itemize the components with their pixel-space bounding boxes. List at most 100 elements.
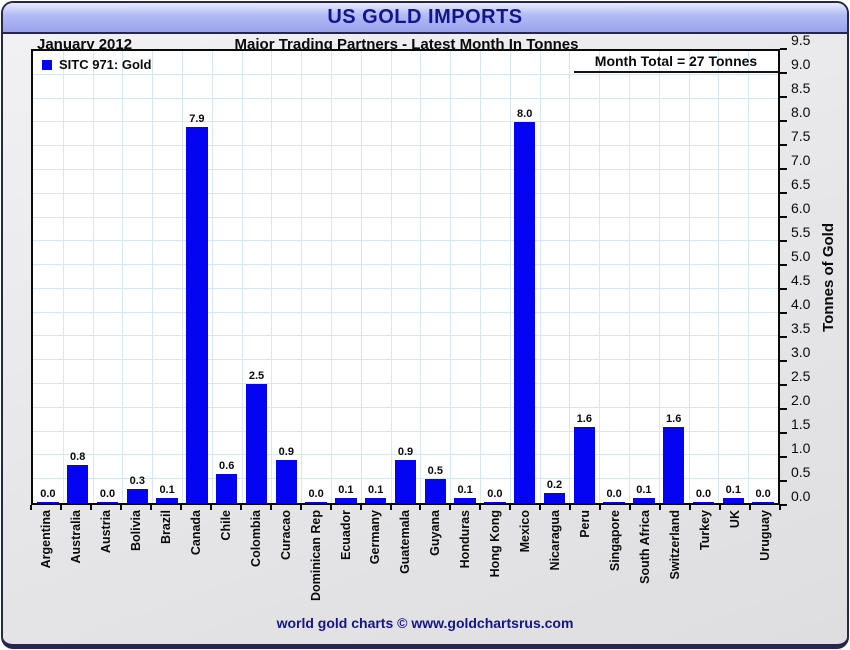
x-tick [179, 505, 182, 510]
gridline-v [599, 51, 601, 503]
bar-cell-dominican-rep: 0.0 [301, 51, 331, 503]
y-tick-label: 9.5 [791, 32, 811, 48]
gridline-h [33, 73, 778, 75]
x-tick [239, 505, 242, 510]
gridline-v [420, 51, 422, 503]
bar-value-label: 0.9 [278, 446, 294, 459]
bar-value-label: 0.8 [70, 450, 86, 463]
y-tick-label: 9.0 [791, 56, 811, 73]
x-category-label: Singapore [608, 510, 623, 572]
bar-value-label: 0.0 [40, 487, 56, 500]
y-axis-title: Tonnes of Gold [819, 222, 837, 332]
bar-value-label: 1.6 [666, 412, 682, 425]
title-bar: US GOLD IMPORTS [3, 3, 847, 34]
y-tick-label: 7.5 [791, 128, 811, 144]
x-tick [719, 505, 722, 510]
y-axis-title-wrap: Tonnes of Gold [815, 49, 841, 505]
y-tick [780, 360, 787, 362]
x-axis-ticks [30, 505, 781, 510]
x-category-label: Honduras [458, 510, 473, 569]
bar-cell-guatemala: 0.9 [391, 51, 421, 503]
bar [692, 501, 715, 503]
x-category-label: Nicaragua [548, 510, 563, 571]
gridline-v [629, 51, 630, 503]
x-category-label: Dominican Rep [308, 510, 323, 601]
x-label-cell: Guatemala [390, 510, 420, 610]
x-label-cell: Singapore [600, 510, 630, 610]
gridline-v [241, 51, 243, 503]
x-category-label: Brazil [158, 510, 173, 545]
bar-value-label: 0.0 [695, 487, 712, 500]
gridline-v [92, 51, 94, 503]
x-category-label: Mexico [518, 510, 533, 553]
month-total-annotation: Month Total = 27 Tonnes [574, 51, 778, 73]
x-category-label: South Africa [638, 510, 653, 584]
x-category-label: Curacao [278, 510, 293, 561]
gridline-h [33, 121, 778, 123]
y-tick-label: 6.0 [791, 200, 811, 216]
gridline-h [33, 264, 778, 266]
bar-cell-peru: 1.6 [569, 51, 599, 503]
bar-value-label: 0.1 [368, 484, 384, 497]
gridline-h [33, 335, 778, 337]
chart-period-label: January 2012 [37, 36, 133, 53]
x-category-label: Chile [218, 510, 233, 541]
x-tick [569, 505, 572, 510]
footer-credit: world gold charts © www.goldchartsrus.co… [276, 615, 574, 631]
gridline-h [33, 240, 778, 242]
bar-cell-hong-kong: 0.0 [480, 51, 510, 503]
y-tick-label: 4.5 [791, 272, 811, 289]
bar-value-label: 0.1 [725, 484, 741, 497]
bar-cell-chile: 0.6 [212, 51, 242, 503]
gridline-h [33, 145, 778, 147]
x-tick [659, 505, 662, 510]
x-tick [509, 505, 512, 510]
x-axis-labels: Argentina Australia Austria Bolivia Brazil Ca… [31, 510, 780, 610]
x-tick [269, 505, 272, 510]
y-tick-label: 1.5 [791, 416, 811, 432]
bar [633, 498, 655, 503]
bar [662, 426, 685, 503]
y-tick-label: 1.0 [791, 440, 811, 456]
bar-value-label: 0.0 [99, 487, 116, 500]
x-label-cell: Curacao [271, 510, 301, 610]
x-label-cell: Chile [211, 510, 241, 610]
gridline-v [360, 51, 362, 503]
x-category-label: Switzerland [667, 510, 682, 580]
y-tick [780, 336, 787, 338]
x-label-cell: Bolivia [121, 510, 151, 610]
x-tick [30, 505, 32, 510]
bar-value-label: 8.0 [517, 108, 533, 121]
bar-cell-argentina: 0.0 [33, 51, 63, 503]
x-label-cell: South Africa [630, 510, 660, 610]
gridline-v [211, 51, 213, 503]
x-category-label: Uruguay [757, 510, 772, 561]
bar-cell-south-africa: 0.1 [629, 51, 659, 503]
y-tick-label: 6.5 [791, 176, 811, 192]
y-tick [780, 72, 787, 75]
gridline-h [33, 311, 778, 313]
gridline-h [33, 359, 778, 361]
x-tick [419, 505, 422, 510]
bar-cell-ecuador: 0.1 [331, 51, 361, 503]
bar-cell-brazil: 0.1 [152, 51, 182, 503]
x-category-label: UK [727, 510, 742, 529]
bar-cell-bolivia: 0.3 [122, 51, 152, 503]
bar-cell-mexico: 8.0 [510, 51, 540, 503]
bar-value-label: 0.9 [397, 446, 414, 459]
gridline-v [480, 51, 481, 503]
y-tick-label: 5.0 [791, 248, 811, 264]
plot-area: 0.0 0.8 0.0 0.3 0.1 7.9 0.6 2.5 0.9 0.0 0.1 0.1 0.9 0… [31, 49, 780, 505]
x-category-label: Bolivia [128, 510, 143, 551]
bar-value-label: 0.2 [546, 479, 563, 492]
x-label-cell: Turkey [690, 510, 720, 610]
bar [215, 474, 238, 503]
y-axis: 0.0 0.5 1.0 1.5 2.0 2.5 3.0 3.5 4.0 4.5 5.0 5.5 6.0 6… [780, 32, 820, 506]
x-label-cell: Peru [570, 510, 600, 610]
x-label-cell: Colombia [241, 510, 271, 610]
x-category-label: Argentina [38, 510, 53, 569]
y-tick-label: 5.5 [791, 224, 811, 240]
legend-swatch-icon [42, 59, 52, 70]
y-tick-label: 7.0 [791, 152, 811, 168]
